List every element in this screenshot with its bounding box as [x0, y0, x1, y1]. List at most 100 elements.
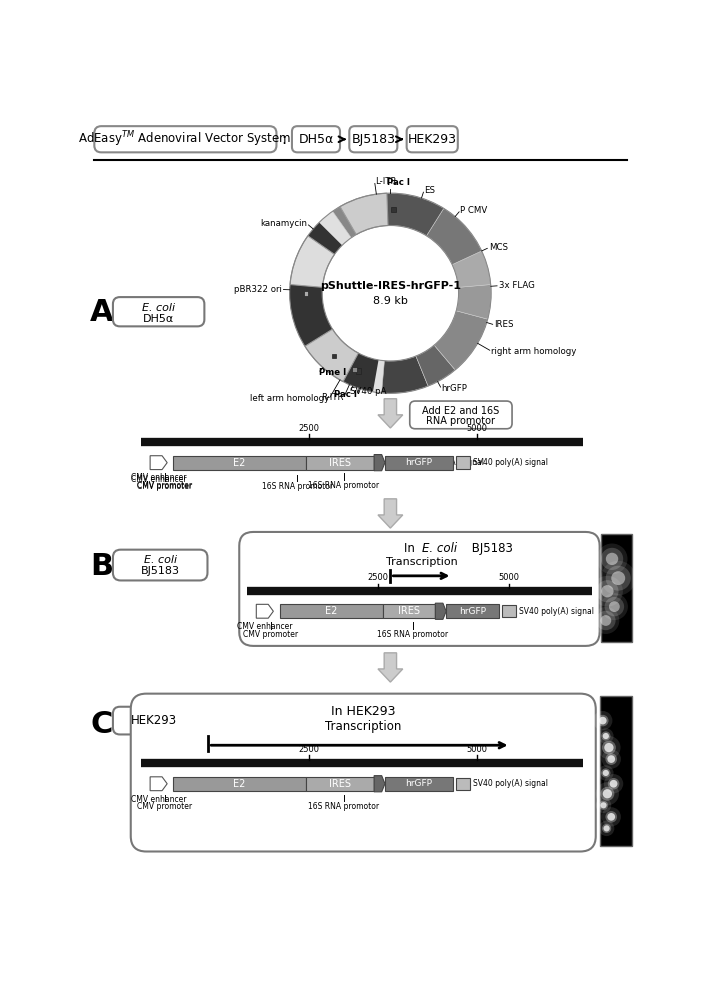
Polygon shape: [435, 603, 446, 619]
Text: E2: E2: [233, 458, 246, 468]
Wedge shape: [427, 208, 482, 265]
Text: R-ITR: R-ITR: [321, 393, 344, 402]
Text: RNA promotor: RNA promotor: [427, 416, 496, 426]
Circle shape: [599, 821, 614, 836]
Circle shape: [601, 593, 628, 620]
Text: Transcription: Transcription: [386, 557, 458, 567]
Polygon shape: [378, 499, 403, 528]
Text: CMV enhancer: CMV enhancer: [131, 795, 186, 804]
Polygon shape: [378, 399, 403, 428]
Text: B: B: [90, 552, 114, 581]
Text: 5000: 5000: [466, 745, 487, 754]
Circle shape: [601, 615, 611, 626]
Circle shape: [596, 544, 627, 574]
Polygon shape: [150, 777, 167, 791]
Text: IRES: IRES: [329, 779, 351, 789]
Text: 5000: 5000: [498, 573, 520, 582]
Text: hrGFP: hrGFP: [459, 607, 486, 616]
Polygon shape: [374, 776, 385, 792]
Text: SV40 poly(A) signal: SV40 poly(A) signal: [519, 607, 594, 616]
Text: Add E2 and 16S: Add E2 and 16S: [422, 406, 500, 416]
Text: MCS: MCS: [489, 243, 508, 252]
Circle shape: [605, 597, 624, 616]
Wedge shape: [416, 345, 455, 386]
Text: 3x FLAG: 3x FLAG: [498, 281, 534, 290]
Text: SV40 poly(A) signal: SV40 poly(A) signal: [409, 458, 484, 467]
Text: SV40 pA: SV40 pA: [350, 387, 387, 396]
Text: hrGFP: hrGFP: [441, 384, 467, 393]
Circle shape: [606, 811, 617, 823]
Wedge shape: [456, 285, 491, 319]
Bar: [600, 696, 632, 846]
Text: pBR322 ori: pBR322 ori: [234, 285, 282, 294]
FancyBboxPatch shape: [349, 126, 398, 152]
Text: BJ5183: BJ5183: [351, 133, 396, 146]
Text: Pac I: Pac I: [334, 390, 357, 399]
Circle shape: [601, 585, 613, 597]
Text: BJ5183: BJ5183: [141, 566, 180, 576]
Circle shape: [608, 755, 615, 763]
Circle shape: [593, 711, 613, 730]
Bar: [280, 604, 383, 618]
Polygon shape: [378, 653, 403, 682]
Text: HEK293: HEK293: [131, 714, 177, 727]
Circle shape: [597, 736, 620, 759]
Bar: [383, 604, 435, 618]
Text: 2500: 2500: [367, 573, 388, 582]
Text: pShuttle-IRES-hrGFP-1: pShuttle-IRES-hrGFP-1: [320, 281, 461, 291]
Circle shape: [599, 801, 608, 810]
Circle shape: [596, 611, 615, 630]
Text: In HEK293: In HEK293: [331, 705, 396, 718]
Text: Pac I: Pac I: [386, 178, 410, 187]
Text: 2500: 2500: [298, 745, 319, 754]
Wedge shape: [305, 329, 358, 382]
Text: 8.9 kb: 8.9 kb: [373, 296, 407, 306]
Text: CMV promoter: CMV promoter: [137, 482, 192, 491]
Bar: [446, 604, 499, 618]
Text: BJ5183: BJ5183: [468, 542, 513, 555]
Text: kanamycin: kanamycin: [260, 219, 307, 228]
Circle shape: [603, 825, 610, 831]
Circle shape: [603, 789, 612, 798]
Polygon shape: [374, 455, 385, 471]
Circle shape: [601, 561, 636, 595]
Text: IRES: IRES: [398, 606, 420, 616]
Circle shape: [592, 607, 620, 634]
Circle shape: [597, 715, 608, 726]
Bar: [306, 456, 374, 470]
Bar: [456, 778, 470, 790]
Bar: [391, 207, 396, 212]
FancyBboxPatch shape: [94, 126, 276, 152]
Text: right arm homology: right arm homology: [491, 347, 577, 356]
Text: C: C: [91, 710, 114, 739]
Circle shape: [601, 802, 606, 808]
Circle shape: [604, 774, 623, 793]
FancyBboxPatch shape: [292, 126, 340, 152]
Text: Transcription: Transcription: [325, 720, 401, 733]
Circle shape: [603, 733, 609, 739]
Circle shape: [606, 566, 631, 591]
Circle shape: [602, 741, 616, 754]
Wedge shape: [290, 193, 491, 393]
FancyBboxPatch shape: [410, 401, 512, 429]
Text: :: :: [281, 132, 287, 147]
Circle shape: [592, 576, 623, 607]
Circle shape: [596, 782, 619, 805]
Circle shape: [601, 548, 623, 570]
Text: CMV promoter: CMV promoter: [137, 802, 192, 811]
Bar: [304, 291, 308, 296]
FancyBboxPatch shape: [113, 550, 207, 580]
FancyBboxPatch shape: [113, 707, 195, 734]
Text: E. coli: E. coli: [142, 303, 176, 313]
Text: L-ITR: L-ITR: [374, 177, 396, 186]
Wedge shape: [333, 199, 367, 238]
Text: CMV enhancer: CMV enhancer: [131, 475, 186, 484]
Wedge shape: [381, 356, 428, 393]
Text: IRES: IRES: [494, 320, 514, 329]
Text: hrGFP: hrGFP: [405, 779, 433, 788]
Circle shape: [608, 778, 620, 790]
Bar: [601, 534, 632, 642]
Text: 16S RNA promotor: 16S RNA promotor: [377, 630, 448, 639]
Text: IRES: IRES: [329, 458, 351, 468]
Circle shape: [596, 798, 611, 813]
